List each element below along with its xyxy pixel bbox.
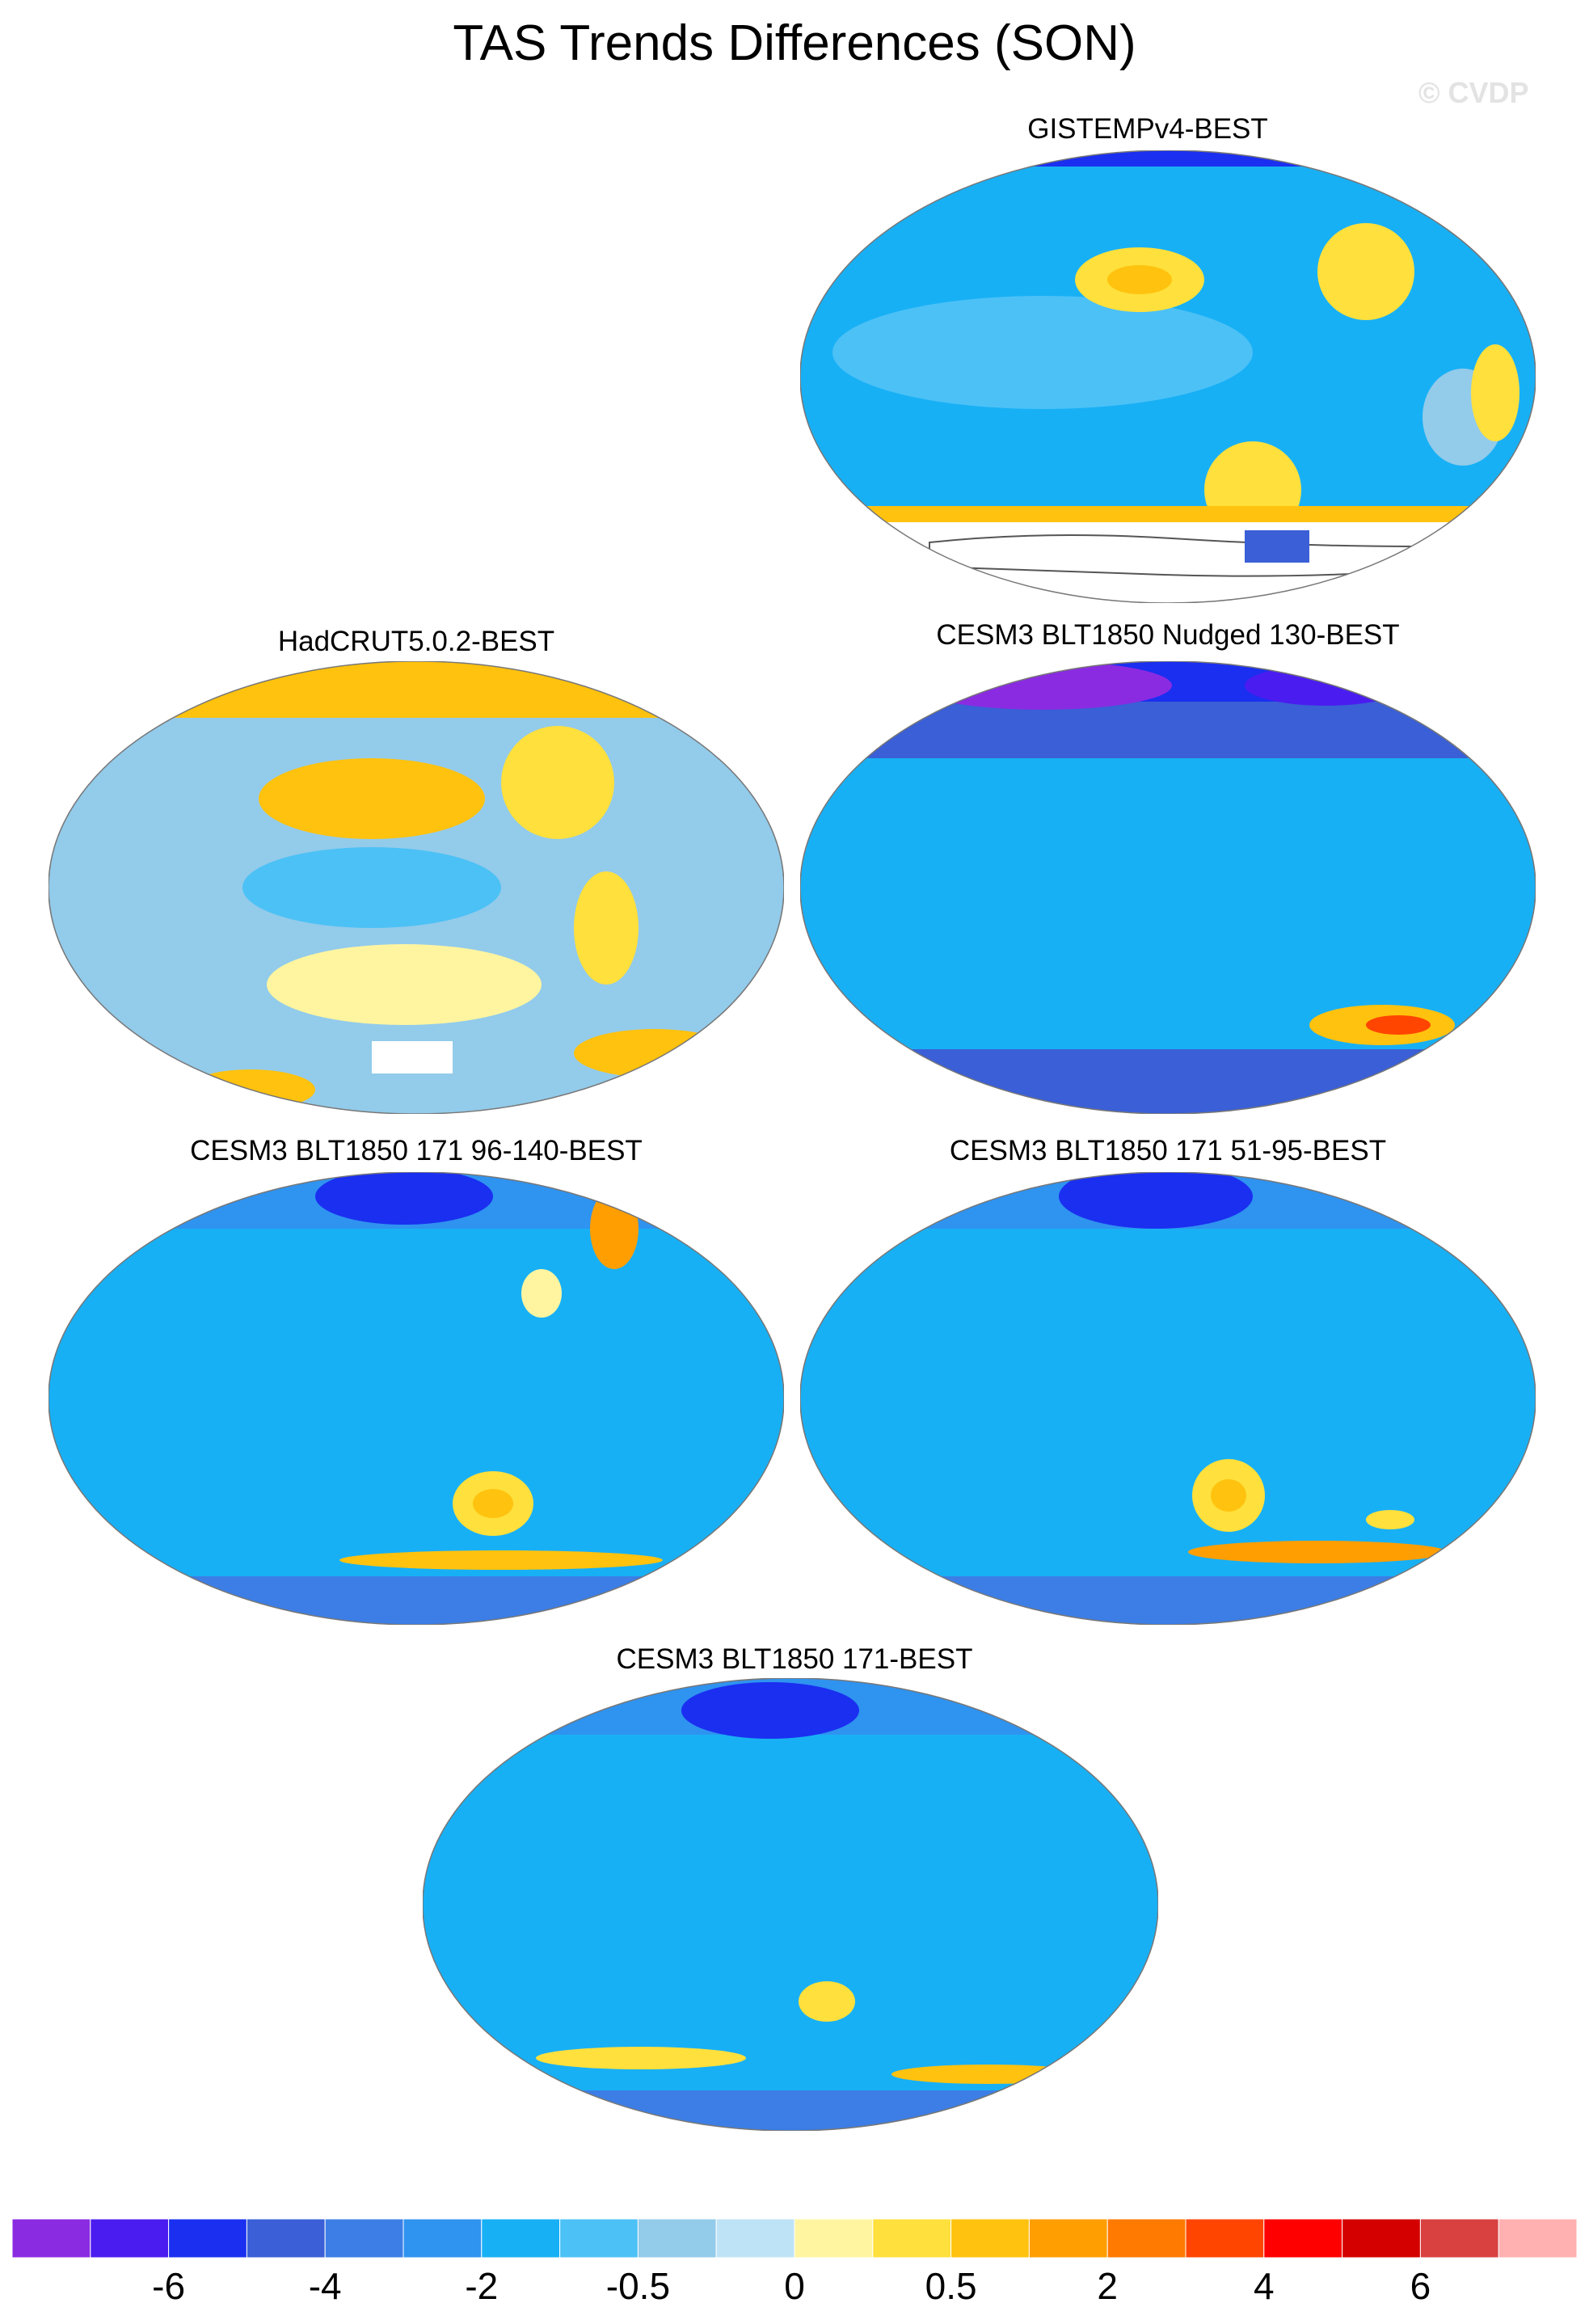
colorbar-tick-label: 6 [1410, 2265, 1431, 2307]
map-gistemp [800, 150, 1536, 603]
colorbar-box [950, 2218, 1030, 2259]
main-title: TAS Trends Differences (SON) [453, 15, 1136, 71]
colorbar-box [794, 2218, 874, 2259]
map-nudged [800, 661, 1536, 1114]
colorbar: -6 -4 -2 -0.5 0 0.5 2 4 6 [11, 2218, 1578, 2307]
colorbar-box [168, 2218, 247, 2259]
colorbar-box [1185, 2218, 1265, 2259]
map-e51 [800, 1172, 1536, 1625]
colorbar-box [403, 2218, 483, 2259]
colorbar-box [1498, 2218, 1578, 2259]
colorbar-tick-label: -6 [152, 2265, 185, 2307]
map-e171 [423, 1678, 1158, 2131]
colorbar-box [90, 2218, 170, 2259]
colorbar-box [246, 2218, 326, 2259]
colorbar-tick-label: 0 [784, 2265, 805, 2307]
colorbar-box [637, 2218, 717, 2259]
watermark: © CVDP [1418, 76, 1529, 109]
panel-title-nudged: CESM3 BLT1850 Nudged 130-BEST [936, 619, 1400, 651]
colorbar-tick-label: 4 [1254, 2265, 1275, 2307]
colorbar-box [559, 2218, 639, 2259]
colorbar-box [1028, 2218, 1108, 2259]
panel-title-gistemp: GISTEMPv4-BEST [1027, 113, 1268, 145]
colorbar-box [11, 2218, 91, 2259]
colorbar-box [324, 2218, 404, 2259]
map-hadcrut [48, 661, 784, 1114]
colorbar-box [1419, 2218, 1499, 2259]
colorbar-box [1342, 2218, 1421, 2259]
colorbar-tick-label: -2 [465, 2265, 498, 2307]
colorbar-box [1106, 2218, 1186, 2259]
colorbar-box [715, 2218, 795, 2259]
map-e96 [48, 1172, 784, 1625]
panel-title-e51: CESM3 BLT1850 171 51-95-BEST [949, 1135, 1387, 1166]
colorbar-tick-label: 2 [1097, 2265, 1118, 2307]
panel-title-e96: CESM3 BLT1850 171 96-140-BEST [190, 1135, 643, 1166]
colorbar-tick-label: -4 [309, 2265, 342, 2307]
panel-title-hadcrut: HadCRUT5.0.2-BEST [277, 626, 555, 657]
colorbar-box [1263, 2218, 1343, 2259]
colorbar-box [481, 2218, 561, 2259]
panel-title-e171: CESM3 BLT1850 171-BEST [616, 1643, 973, 1675]
colorbar-tick-label: -0.5 [606, 2265, 670, 2307]
colorbar-box [872, 2218, 952, 2259]
colorbar-tick-label: 0.5 [925, 2265, 977, 2307]
